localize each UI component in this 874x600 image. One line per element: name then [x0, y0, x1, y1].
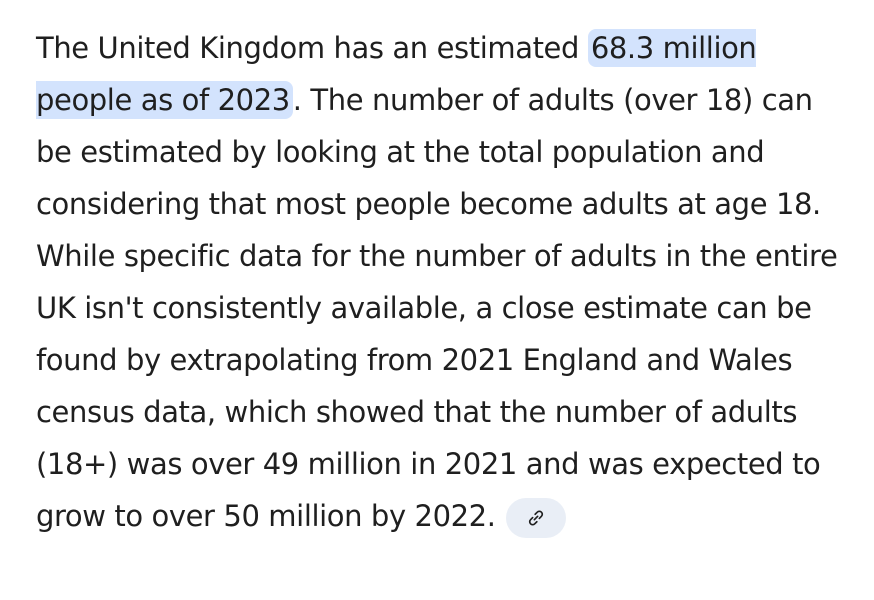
response-paragraph: The United Kingdom has an estimated 68.3… — [36, 22, 848, 542]
text: . The number of adults (over 18) can be … — [36, 83, 838, 533]
link-icon — [528, 510, 543, 526]
text: The United Kingdom has an estimated — [36, 31, 588, 65]
source-link-chip[interactable] — [505, 498, 566, 538]
